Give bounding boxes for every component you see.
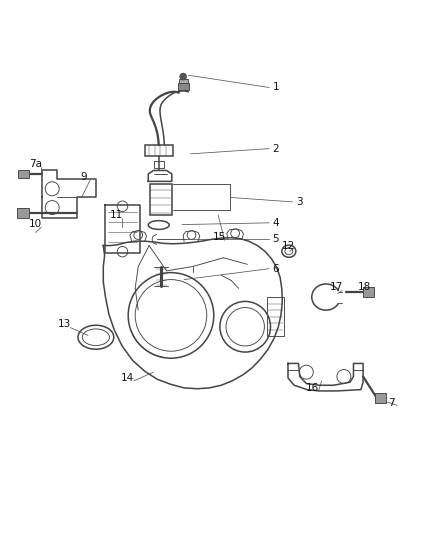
Text: 16: 16 xyxy=(306,383,319,393)
Polygon shape xyxy=(179,79,187,83)
Text: 2: 2 xyxy=(272,143,279,154)
Text: 7: 7 xyxy=(388,398,395,408)
Polygon shape xyxy=(363,287,374,297)
Text: 12: 12 xyxy=(282,240,296,251)
Text: 13: 13 xyxy=(57,319,71,329)
Polygon shape xyxy=(18,169,29,179)
Text: 17: 17 xyxy=(329,282,343,293)
Polygon shape xyxy=(177,83,189,90)
Text: 4: 4 xyxy=(272,218,279,228)
Text: 5: 5 xyxy=(272,235,279,245)
Text: 18: 18 xyxy=(357,282,371,293)
Text: 7a: 7a xyxy=(29,159,42,169)
Text: 15: 15 xyxy=(212,232,226,242)
Polygon shape xyxy=(17,208,29,217)
Text: 1: 1 xyxy=(272,83,279,93)
Text: 14: 14 xyxy=(121,373,134,383)
Text: 6: 6 xyxy=(272,264,279,273)
Polygon shape xyxy=(375,393,386,403)
Circle shape xyxy=(180,73,187,80)
Text: 9: 9 xyxy=(80,172,87,182)
Text: 11: 11 xyxy=(110,210,123,220)
Text: 3: 3 xyxy=(297,197,303,207)
Text: 10: 10 xyxy=(29,219,42,229)
